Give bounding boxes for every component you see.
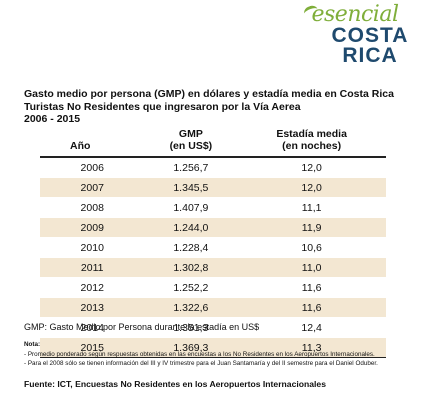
cell-stay: 11,3 (237, 337, 386, 358)
cell-gmp: 1.256,7 (144, 156, 238, 178)
cell-gmp: 1.228,4 (144, 237, 238, 258)
cell-year: 2011 (40, 257, 145, 278)
esencial-costa-rica-logo: esencial COSTA RICA (292, 4, 422, 84)
cell-stay: 11,6 (237, 297, 386, 318)
cell-stay: 11,0 (237, 257, 386, 278)
notes-block: Nota: - Promedio ponderado según respues… (24, 340, 378, 369)
cell-stay: 11,9 (237, 217, 386, 238)
table-row: 2011 1.302,8 11,0 (40, 257, 386, 278)
document-title: Gasto medio por persona (GMP) en dólares… (24, 88, 394, 126)
cell-year: 2010 (40, 237, 145, 258)
title-years: 2006 - 2015 (24, 113, 81, 125)
cell-gmp: 1.407,9 (144, 197, 238, 218)
cell-year: 2009 (40, 217, 145, 238)
table-row: 2008 1.407,9 11,1 (40, 197, 386, 218)
cell-stay: 11,6 (237, 277, 386, 298)
logo-script-text: esencial (311, 2, 399, 27)
cell-year: 2006 (40, 156, 145, 178)
cell-year: 2015 (40, 337, 145, 358)
title-line-2: Turistas No Residentes que ingresaron po… (24, 100, 301, 113)
table-row: 2010 1.228,4 10,6 (40, 237, 386, 258)
cell-year: 2008 (40, 197, 145, 218)
table-row: 2009 1.244,0 11,9 (40, 217, 386, 238)
header-year: Año (70, 140, 91, 152)
header-stay-label: Estadía media (276, 128, 347, 140)
header-stay: Estadía media (en noches) (237, 125, 386, 157)
title-line-1: Gasto medio por persona (GMP) en dólares… (24, 88, 394, 100)
table-row: 2012 1.252,2 11,6 (40, 277, 386, 298)
cell-gmp: 1.244,0 (144, 217, 238, 238)
table-row: 2007 1.345,5 12,0 (40, 177, 386, 198)
cell-year: 2013 (40, 297, 145, 318)
table-row: 2013 1.322,6 11,6 (40, 297, 386, 318)
cell-gmp: 1.345,5 (144, 177, 238, 198)
header-gmp-label: GMP (178, 128, 203, 140)
note-line-1: - Promedio ponderado según respuestas ob… (24, 350, 375, 358)
logo-rica-text: RICA (342, 44, 398, 67)
cell-stay: 12,0 (237, 177, 386, 198)
cell-stay: 12,4 (237, 317, 386, 338)
source-line: Fuente: ICT, Encuestas No Residentes en … (24, 379, 326, 389)
logo-costa-text: COSTA (331, 24, 409, 47)
cell-stay: 12,0 (237, 156, 386, 178)
header-gmp-unit: (en US$) (169, 140, 213, 152)
table-row: 2015 1.369,3 11,3 (40, 337, 386, 358)
gmp-stay-table: Año GMP (en US$) Estadía media (en noche… (40, 125, 386, 358)
cell-gmp: 1.322,6 (144, 297, 238, 318)
header-gmp: GMP (en US$) (144, 125, 237, 157)
table-row: 2006 1.256,7 12,0 (40, 156, 386, 178)
note-line-2: - Para el 2008 sólo se tienen informació… (24, 360, 378, 367)
table-row: 2014 1.351,3 12,4 (40, 317, 386, 338)
notes-title: Nota: (24, 341, 41, 348)
cell-year: 2007 (40, 177, 145, 198)
table-header-row: Año GMP (en US$) Estadía media (en noche… (40, 125, 386, 157)
cell-gmp: 1.369,3 (144, 337, 238, 358)
cell-gmp: 1.252,2 (144, 277, 238, 298)
cell-year: 2014 (40, 317, 145, 338)
cell-gmp: 1.351,3 (144, 317, 238, 338)
gmp-definition-note: GMP: Gasto Medio por Persona durante la … (24, 322, 260, 332)
cell-stay: 11,1 (237, 197, 386, 218)
header-stay-unit: (en noches) (282, 140, 342, 152)
cell-year: 2012 (40, 277, 145, 298)
cell-gmp: 1.302,8 (144, 257, 238, 278)
cell-stay: 10,6 (237, 237, 386, 258)
